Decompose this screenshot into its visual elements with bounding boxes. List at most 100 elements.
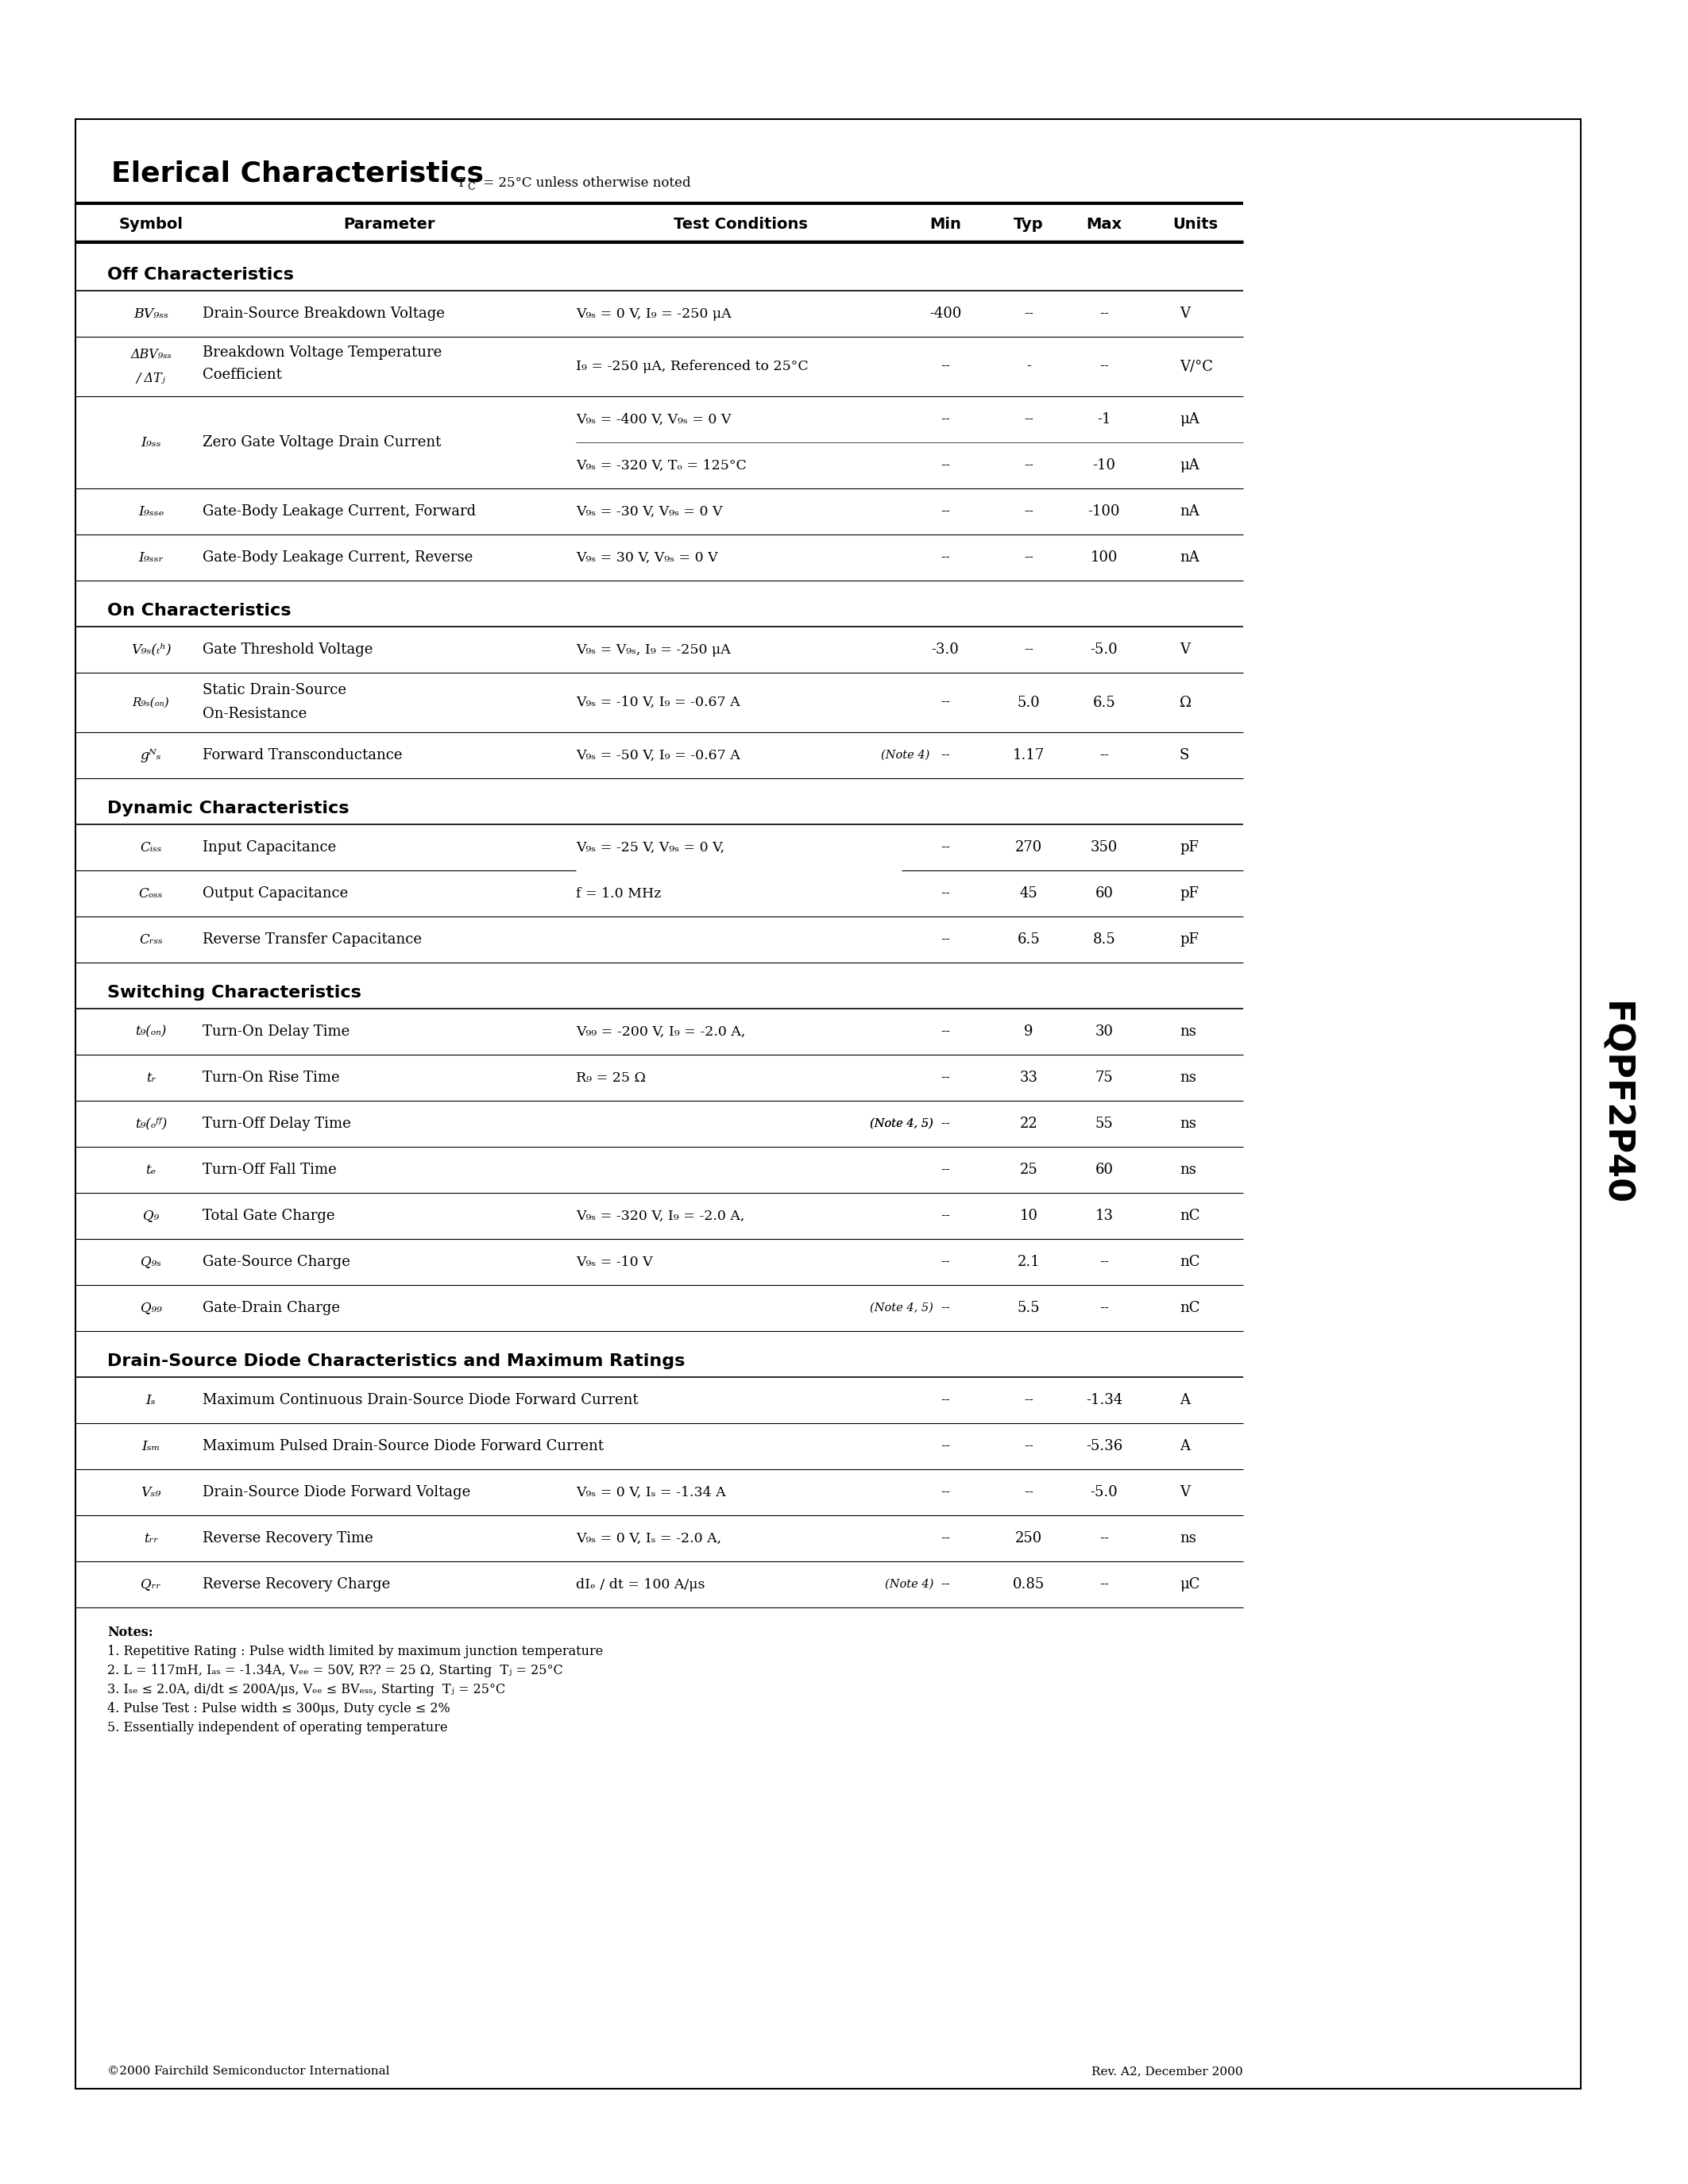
Text: Rev. A2, December 2000: Rev. A2, December 2000 (1092, 2066, 1242, 2077)
Text: V₉ₛ = 0 V, I₉ = -250 μA: V₉ₛ = 0 V, I₉ = -250 μA (576, 308, 731, 321)
Text: --: -- (1025, 413, 1033, 426)
Text: Total Gate Charge: Total Gate Charge (203, 1208, 334, 1223)
Text: --: -- (1025, 306, 1033, 321)
Text: I₉ₛₛₑ: I₉ₛₛₑ (138, 505, 164, 518)
Text: Static Drain-Source: Static Drain-Source (203, 684, 346, 697)
Text: ns: ns (1180, 1162, 1197, 1177)
Text: --: -- (1099, 1256, 1109, 1269)
Text: Turn-Off Fall Time: Turn-Off Fall Time (203, 1162, 336, 1177)
Text: Maximum Pulsed Drain-Source Diode Forward Current: Maximum Pulsed Drain-Source Diode Forwar… (203, 1439, 604, 1452)
Text: 45: 45 (1020, 887, 1038, 900)
Text: (Note 4, 5): (Note 4, 5) (869, 1118, 933, 1129)
Text: μC: μC (1180, 1577, 1200, 1592)
Text: tₑ: tₑ (145, 1164, 155, 1177)
Text: 55: 55 (1096, 1116, 1112, 1131)
Text: 5.5: 5.5 (1018, 1302, 1040, 1315)
Text: nA: nA (1180, 505, 1198, 518)
Text: V: V (1180, 1485, 1190, 1500)
Text: Turn-Off Delay Time: Turn-Off Delay Time (203, 1116, 351, 1131)
Text: --: -- (1099, 749, 1109, 762)
Text: 75: 75 (1096, 1070, 1112, 1085)
Text: nA: nA (1180, 550, 1198, 566)
Text: Cᵣₛₛ: Cᵣₛₛ (138, 933, 162, 946)
Text: Cᵢₛₛ: Cᵢₛₛ (140, 841, 162, 854)
Text: -5.36: -5.36 (1085, 1439, 1123, 1452)
Text: 350: 350 (1090, 841, 1117, 854)
Text: --: -- (940, 841, 950, 854)
Text: dIₑ / dt = 100 A/μs: dIₑ / dt = 100 A/μs (576, 1577, 706, 1592)
Text: V₉ₛ = -400 V, V₉ₛ = 0 V: V₉ₛ = -400 V, V₉ₛ = 0 V (576, 413, 731, 426)
Text: --: -- (940, 505, 950, 518)
Text: On-Resistance: On-Resistance (203, 708, 307, 721)
Text: Cₒₛₛ: Cₒₛₛ (138, 887, 164, 900)
Text: V: V (1180, 642, 1190, 657)
Text: --: -- (940, 1024, 950, 1040)
Text: --: -- (940, 1070, 950, 1085)
Text: Iₛₘ: Iₛₘ (142, 1439, 160, 1452)
Text: (Note 4, 5): (Note 4, 5) (869, 1118, 933, 1129)
Text: pF: pF (1180, 933, 1198, 946)
Text: V₉ₛ = -30 V, V₉ₛ = 0 V: V₉ₛ = -30 V, V₉ₛ = 0 V (576, 505, 722, 518)
Text: --: -- (1025, 1393, 1033, 1406)
Text: Drain-Source Breakdown Voltage: Drain-Source Breakdown Voltage (203, 306, 444, 321)
Text: --: -- (940, 1485, 950, 1500)
Text: I₉ₛₛᵣ: I₉ₛₛᵣ (138, 550, 164, 563)
Text: V₉ₛ = 30 V, V₉ₛ = 0 V: V₉ₛ = 30 V, V₉ₛ = 0 V (576, 550, 717, 563)
Text: -1: -1 (1097, 413, 1111, 426)
Text: 6.5: 6.5 (1018, 933, 1040, 946)
Text: --: -- (940, 1256, 950, 1269)
Text: V₉ₛ = -10 V, I₉ = -0.67 A: V₉ₛ = -10 V, I₉ = -0.67 A (576, 697, 739, 710)
Text: 9: 9 (1025, 1024, 1033, 1040)
Text: 8.5: 8.5 (1092, 933, 1116, 946)
Text: --: -- (940, 749, 950, 762)
Text: Coefficient: Coefficient (203, 367, 282, 382)
Text: 60: 60 (1096, 1162, 1114, 1177)
Text: --: -- (940, 459, 950, 472)
Bar (76, 120, 1580, 2088)
Text: Dynamic Characteristics: Dynamic Characteristics (108, 802, 349, 817)
Text: 1.17: 1.17 (1013, 749, 1045, 762)
Text: Notes:: Notes: (108, 1627, 154, 1640)
Text: f = 1.0 MHz: f = 1.0 MHz (576, 887, 662, 900)
Text: Reverse Recovery Time: Reverse Recovery Time (203, 1531, 373, 1546)
Text: Iₛ: Iₛ (145, 1393, 155, 1406)
Text: Qᵣᵣ: Qᵣᵣ (142, 1577, 160, 1592)
Text: Parameter: Parameter (343, 216, 436, 232)
Text: --: -- (1099, 360, 1109, 373)
Text: --: -- (1025, 550, 1033, 566)
Text: 22: 22 (1020, 1116, 1038, 1131)
Text: nC: nC (1180, 1302, 1200, 1315)
Text: BV₉ₛₛ: BV₉ₛₛ (133, 308, 169, 321)
Text: 270: 270 (1014, 841, 1041, 854)
Text: Turn-On Delay Time: Turn-On Delay Time (203, 1024, 349, 1040)
Text: 2.1: 2.1 (1018, 1256, 1040, 1269)
Text: Elerical Characteristics: Elerical Characteristics (111, 159, 484, 186)
Text: --: -- (1025, 505, 1033, 518)
Text: μA: μA (1180, 459, 1198, 472)
Text: μA: μA (1180, 413, 1198, 426)
Text: 6.5: 6.5 (1092, 695, 1116, 710)
Text: 30: 30 (1096, 1024, 1114, 1040)
Text: ns: ns (1180, 1116, 1197, 1131)
Text: I₉ = -250 μA, Referenced to 25°C: I₉ = -250 μA, Referenced to 25°C (576, 360, 809, 373)
Text: 5. Essentially independent of operating temperature: 5. Essentially independent of operating … (108, 1721, 447, 1734)
Text: -10: -10 (1092, 459, 1116, 472)
Text: t₉(ₒᶠᶠ): t₉(ₒᶠᶠ) (135, 1116, 167, 1131)
Text: V₉ₛ = 0 V, Iₛ = -2.0 A,: V₉ₛ = 0 V, Iₛ = -2.0 A, (576, 1531, 721, 1544)
Text: -1.34: -1.34 (1085, 1393, 1123, 1406)
Text: Gate Threshold Voltage: Gate Threshold Voltage (203, 642, 373, 657)
Text: V₉ₛ(ₜʰ): V₉ₛ(ₜʰ) (132, 642, 170, 657)
Text: --: -- (1025, 1439, 1033, 1452)
Text: gᴺₛ: gᴺₛ (140, 749, 162, 762)
Text: = 25°C unless otherwise noted: = 25°C unless otherwise noted (479, 177, 690, 190)
Text: 60: 60 (1096, 887, 1114, 900)
Text: On Characteristics: On Characteristics (108, 603, 290, 618)
Text: V₉ₛ = -320 V, Tₒ = 125°C: V₉ₛ = -320 V, Tₒ = 125°C (576, 459, 746, 472)
Text: R₉ₛ(ₒₙ): R₉ₛ(ₒₙ) (132, 697, 169, 708)
Text: V₉₉ = -200 V, I₉ = -2.0 A,: V₉₉ = -200 V, I₉ = -2.0 A, (576, 1024, 746, 1037)
Text: 100: 100 (1090, 550, 1117, 566)
Text: Reverse Recovery Charge: Reverse Recovery Charge (203, 1577, 390, 1592)
Text: --: -- (940, 360, 950, 373)
Text: --: -- (940, 1302, 950, 1315)
Text: Vₛ₉: Vₛ₉ (140, 1485, 160, 1498)
